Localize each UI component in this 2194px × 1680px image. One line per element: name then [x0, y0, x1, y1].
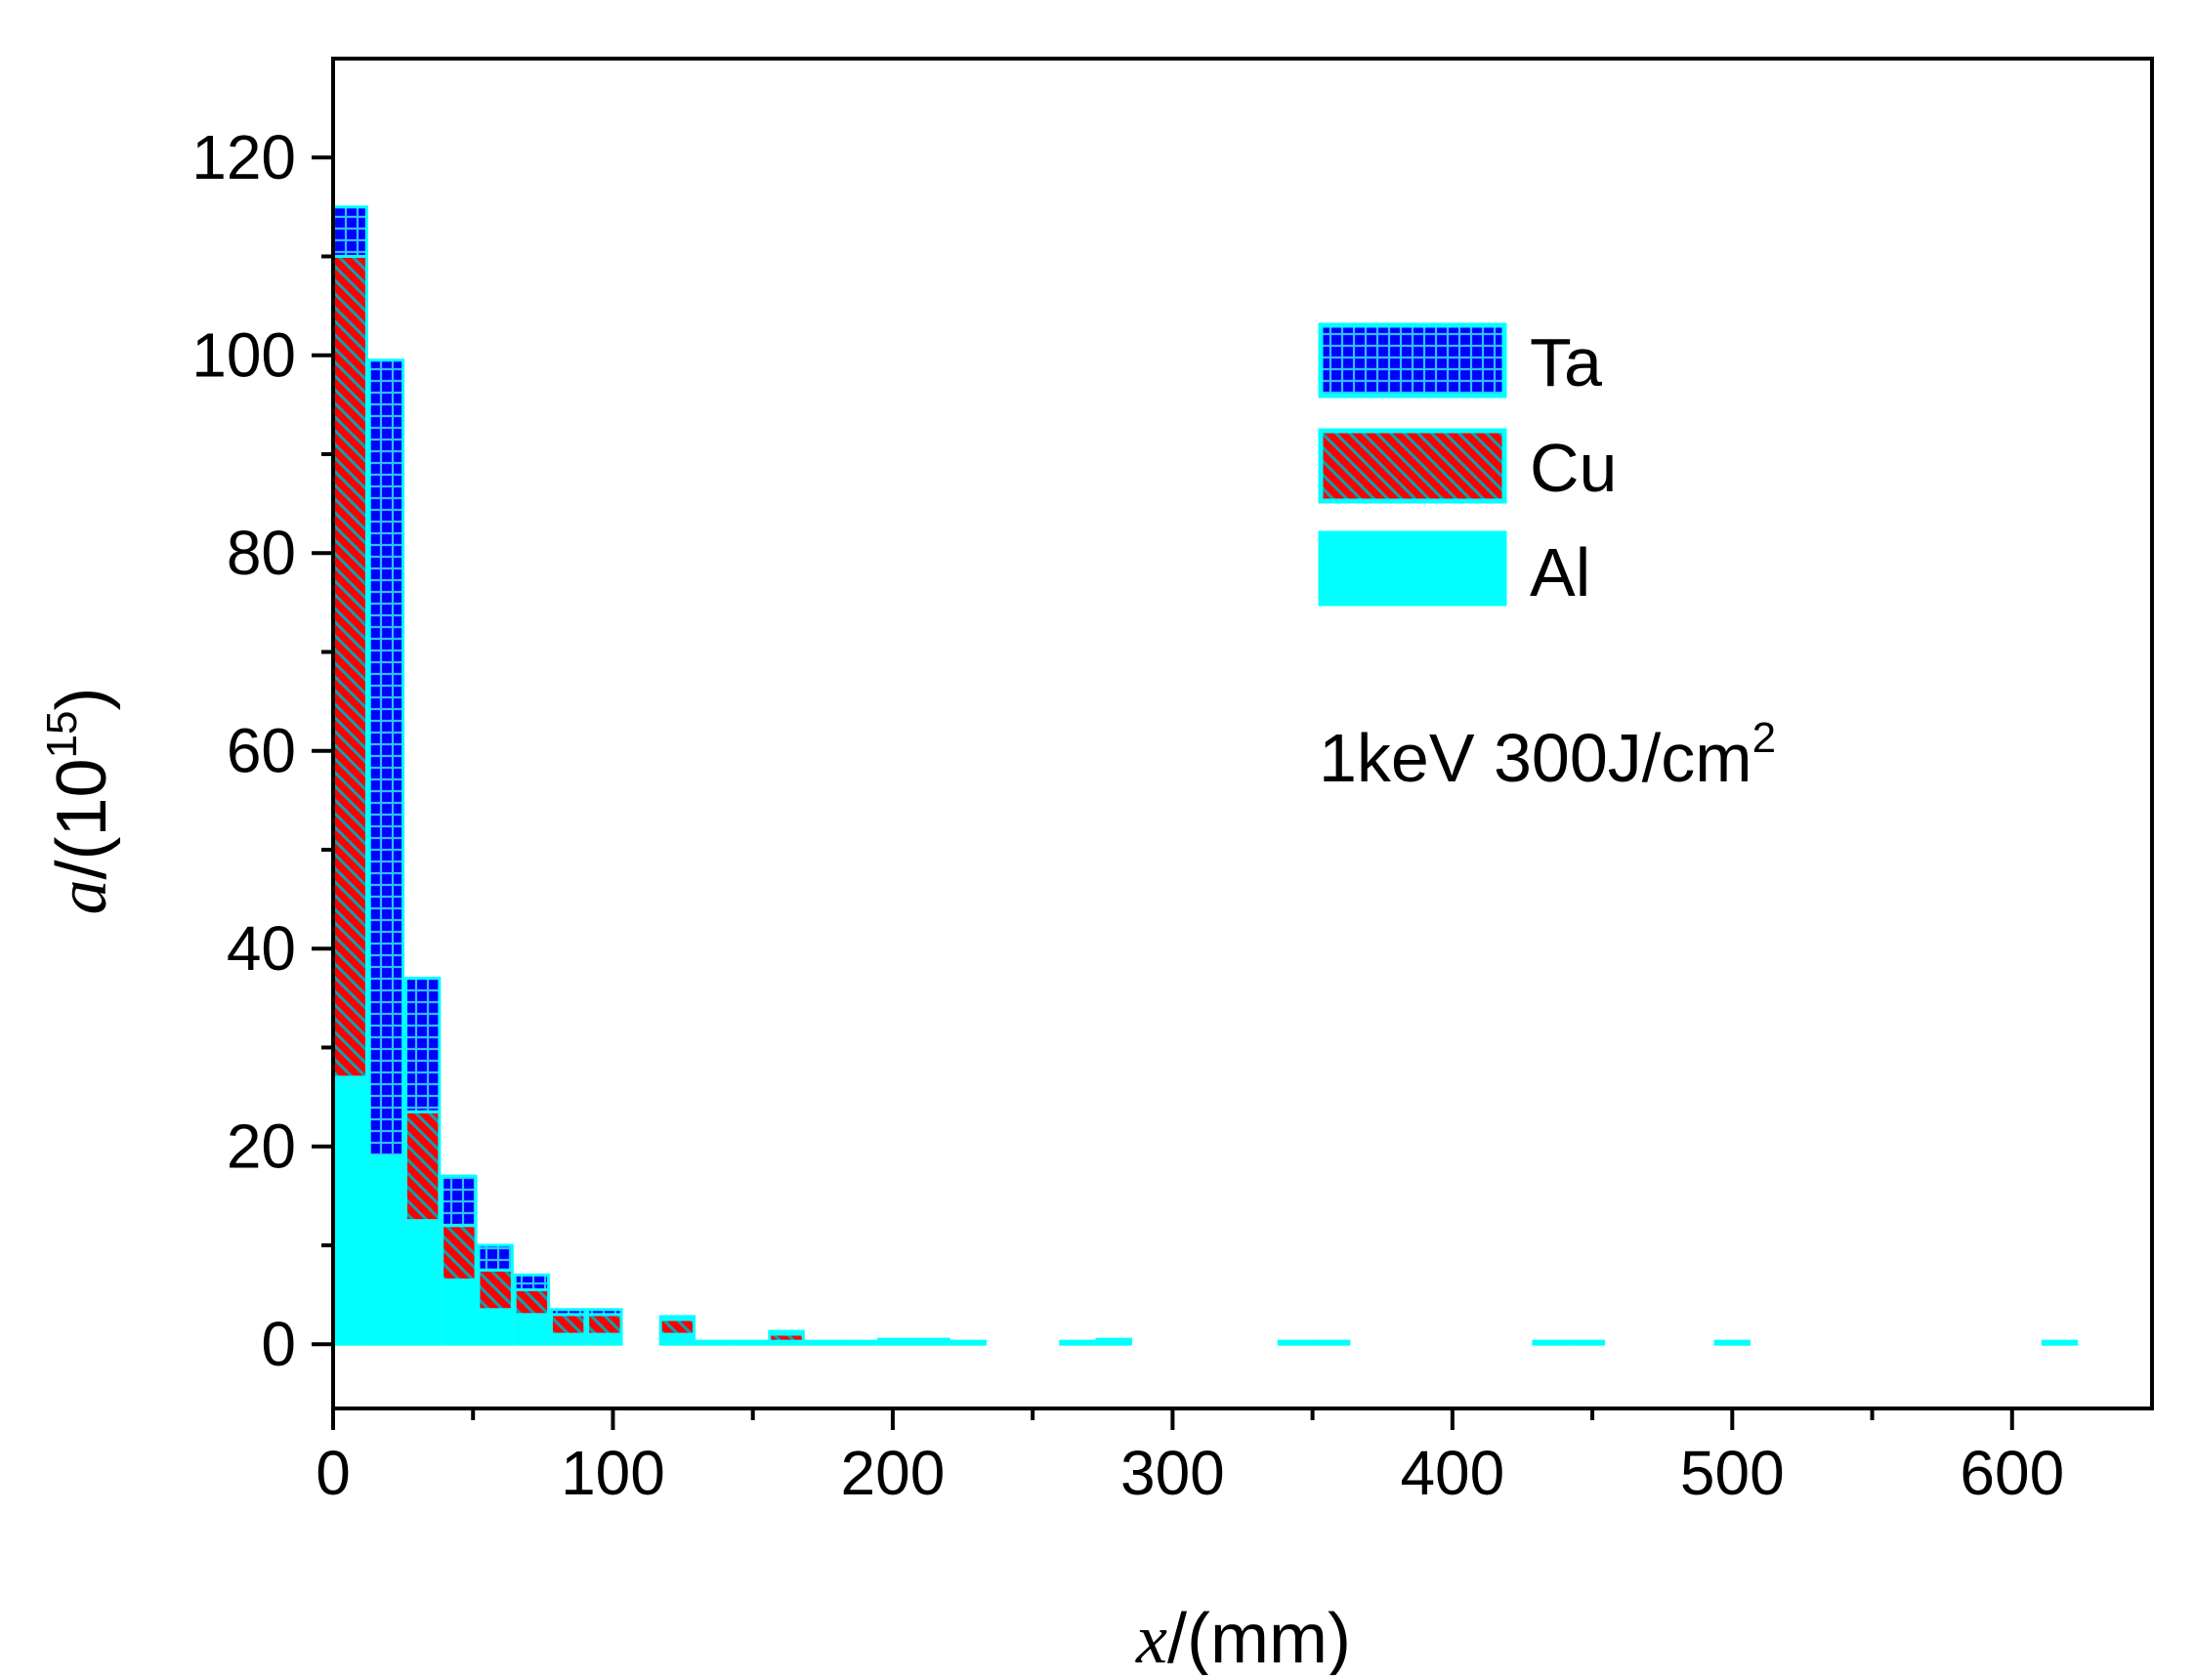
bar-al [549, 1332, 587, 1346]
bar-al [1313, 1339, 1351, 1346]
legend-label-ta: Ta [1530, 324, 1602, 400]
y-axis-unit-exponent: 15 [38, 710, 86, 758]
bar-al [367, 1155, 405, 1346]
annotation-superscript: 2 [1752, 714, 1776, 762]
bar-al [1277, 1339, 1315, 1346]
bar-al [586, 1332, 623, 1346]
bar-al [840, 1339, 878, 1346]
plot-frame [331, 57, 2154, 1410]
y-tick-label: 0 [261, 1309, 296, 1379]
legend-item-ta: Ta [1318, 322, 1602, 400]
bar-ta [1095, 1337, 1132, 1344]
bar-cu [477, 1268, 514, 1312]
bar-al [949, 1339, 987, 1346]
bar-al [513, 1313, 551, 1346]
y-tick-label: 20 [227, 1112, 296, 1182]
bar-al [477, 1308, 514, 1346]
legend-swatch-ta [1318, 322, 1507, 399]
y-tick-label: 120 [191, 122, 296, 192]
y-tick-label: 80 [227, 518, 296, 588]
x-axis-unit: /(mm) [1167, 1600, 1351, 1675]
bars-layer [331, 205, 2079, 1346]
y-axis-variable: a [43, 880, 121, 915]
bar-al [2041, 1339, 2079, 1346]
legend-item-cu: Cu [1318, 428, 1617, 506]
bar-ta [877, 1337, 914, 1344]
x-tick-label: 600 [1960, 1438, 2064, 1508]
annotation-main: 1keV 300J/cm [1319, 720, 1752, 796]
x-tick-label: 0 [316, 1438, 351, 1508]
legend: Ta Cu Al [1318, 322, 1617, 610]
bar-cu [331, 254, 368, 1079]
bar-ta [513, 1273, 551, 1292]
bar-ta [768, 1329, 805, 1336]
bar-al [1713, 1339, 1751, 1346]
bar-al [331, 1075, 368, 1346]
x-tick-label: 300 [1120, 1438, 1225, 1508]
legend-label-cu: Cu [1530, 430, 1617, 506]
bar-al [658, 1332, 696, 1346]
legend-swatch-al [1318, 530, 1507, 607]
x-axis-title: x/(mm) [1135, 1600, 1351, 1675]
bar-ta [367, 358, 405, 1158]
x-axis-variable: x [1135, 1600, 1167, 1675]
bar-ta [477, 1243, 514, 1272]
y-tick-label: 40 [227, 913, 296, 984]
bar-cu [403, 1110, 442, 1223]
bar-ta [658, 1315, 696, 1322]
bar-cu [586, 1313, 623, 1336]
bar-al [695, 1339, 733, 1346]
y-tick-label: 100 [191, 320, 296, 391]
bar-cu [513, 1288, 551, 1317]
bar-cu [441, 1224, 478, 1281]
bar-al [1532, 1339, 1569, 1346]
ticks-layer: 0 100 200 300 400 500 600 0 20 40 60 80 100 120 [191, 122, 2064, 1508]
x-tick-label: 400 [1400, 1438, 1504, 1508]
bar-ta [549, 1308, 587, 1317]
x-tick-label: 500 [1680, 1438, 1785, 1508]
chart-annotation: 1keV 300J/cm2 [1319, 714, 1776, 796]
bar-al [732, 1339, 769, 1346]
bar-al [403, 1219, 442, 1346]
bar-ta [331, 205, 368, 258]
bar-ta [586, 1308, 623, 1317]
x-tick-label: 100 [561, 1438, 665, 1508]
bar-al [804, 1339, 841, 1346]
y-axis-unit-prefix: /(10 [43, 758, 121, 879]
y-tick-label: 60 [227, 716, 296, 786]
bar-ta [913, 1337, 950, 1344]
legend-label-al: Al [1530, 534, 1590, 610]
y-axis-title: a/(1015) [38, 687, 121, 914]
bar-ta [441, 1174, 478, 1228]
bar-ta [403, 977, 442, 1113]
bar-al [1059, 1339, 1096, 1346]
bar-cu [658, 1318, 696, 1336]
legend-item-al: Al [1318, 530, 1590, 610]
bar-al [1568, 1339, 1606, 1346]
x-tick-label: 200 [841, 1438, 946, 1508]
bar-cu [549, 1313, 587, 1336]
legend-swatch-cu [1318, 428, 1507, 504]
bar-al [441, 1278, 478, 1346]
y-axis-unit-suffix: ) [43, 687, 121, 710]
